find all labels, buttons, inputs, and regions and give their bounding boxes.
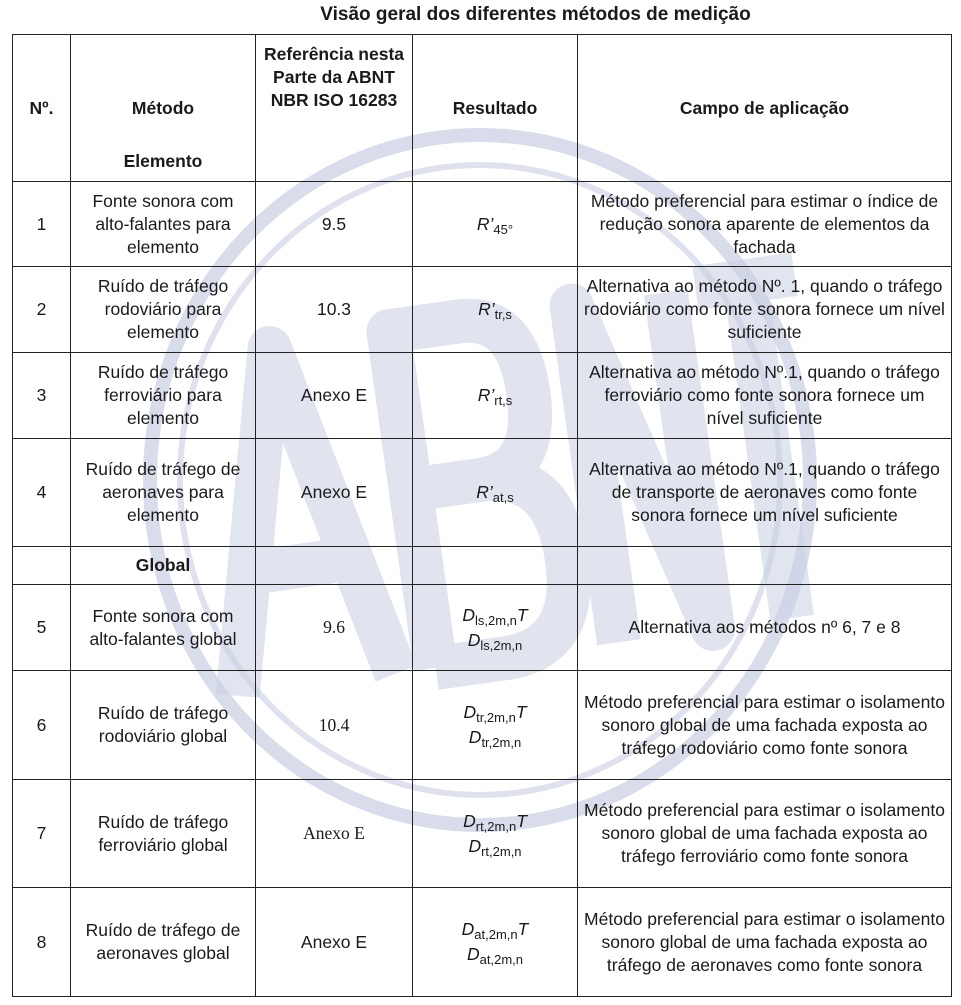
result-formula: Dat,2m,n — [467, 944, 523, 967]
cell-result: R’at,s — [412, 438, 578, 547]
result-formula: Dat,2m,nT — [461, 919, 529, 942]
header-result: Resultado — [412, 34, 578, 182]
cell-field: Alternativa ao método Nº. 1, quando o tr… — [577, 266, 952, 353]
cell-field: Método preferencial para estimar o índic… — [577, 181, 952, 267]
cell-num: 5 — [12, 584, 71, 671]
cell-result: Dat,2m,nT Dat,2m,n — [412, 887, 578, 997]
cell-method: Ruído de tráfego ferroviário global — [70, 779, 256, 888]
table-row: 6 Ruído de tráfego rodoviário global 10.… — [12, 670, 952, 780]
cell-result: R’rt,s — [412, 352, 578, 439]
section-row-global: Global — [12, 546, 952, 585]
cell-field: Método preferencial para estimar o isola… — [577, 670, 952, 780]
cell-method: Ruído de tráfego rodoviário para element… — [70, 266, 256, 353]
result-formula: R’tr,s — [478, 299, 512, 322]
cell-num: 4 — [12, 438, 71, 547]
cell-method: Ruído de tráfego rodoviário global — [70, 670, 256, 780]
cell-reference: 10.4 — [255, 670, 413, 780]
cell-num: 2 — [12, 266, 71, 353]
result-formula: R’at,s — [476, 482, 514, 505]
cell-reference: Anexo E — [255, 438, 413, 547]
cell-num: 8 — [12, 887, 71, 997]
result-formula: Dls,2m,nT — [462, 604, 528, 628]
cell-result: Dtr,2m,nT Dtr,2m,n — [412, 670, 578, 780]
cell-method: Ruído de tráfego ferroviário para elemen… — [70, 352, 256, 439]
table-row: 7 Ruído de tráfego ferroviário global An… — [12, 779, 952, 888]
cell-field: Método preferencial para estimar o isola… — [577, 779, 952, 888]
cell-method: Fonte sonora com alto-falantes global — [70, 584, 256, 671]
table-row: 3 Ruído de tráfego ferroviário para elem… — [12, 352, 952, 439]
cell-field: Alternativa ao método Nº.1, quando o trá… — [577, 438, 952, 547]
methods-table: Nº. Método Elemento Referência nesta Par… — [12, 34, 952, 997]
table-row: 5 Fonte sonora com alto-falantes global … — [12, 584, 952, 671]
cell-result: Dls,2m,nT Dls,2m,n — [412, 584, 578, 671]
cell-result: R’tr,s — [412, 266, 578, 353]
table-title: Visão geral dos diferentes métodos de me… — [320, 4, 751, 25]
cell-method: Fonte sonora com alto-falantes para elem… — [70, 181, 256, 267]
cell-reference: 9.5 — [255, 181, 413, 267]
table-row: 2 Ruído de tráfego rodoviário para eleme… — [12, 266, 952, 353]
cell-num: 1 — [12, 181, 71, 267]
table-row: 4 Ruído de tráfego de aeronaves para ele… — [12, 438, 952, 547]
cell-field: Alternativa aos métodos nº 6, 7 e 8 — [577, 584, 952, 671]
cell-num: 7 — [12, 779, 71, 888]
result-formula: R’rt,s — [477, 385, 513, 408]
header-reference: Referência nesta Parte da ABNT NBR ISO 1… — [255, 34, 413, 182]
result-formula: Dls,2m,n — [467, 629, 523, 653]
cell-field: Alternativa ao método Nº.1, quando o trá… — [577, 352, 952, 439]
result-formula: Dtr,2m,nT — [463, 702, 527, 725]
cell-reference: Anexo E — [255, 779, 413, 888]
header-method: Método Elemento — [70, 34, 256, 182]
cell-reference: Anexo E — [255, 887, 413, 997]
cell-field: Método preferencial para estimar o isola… — [577, 887, 952, 997]
cell-num: 3 — [12, 352, 71, 439]
cell-reference: 10.3 — [255, 266, 413, 353]
cell-result: R’45° — [412, 181, 578, 267]
result-formula: Drt,2m,nT — [463, 810, 527, 834]
cell-method: Ruído de tráfego de aeronaves para eleme… — [70, 438, 256, 547]
result-formula: Dtr,2m,n — [468, 727, 522, 750]
cell-num: 6 — [12, 670, 71, 780]
cell-reference: Anexo E — [255, 352, 413, 439]
section-global: Global — [70, 546, 256, 585]
cell-result: Drt,2m,nT Drt,2m,n — [412, 779, 578, 888]
header-method-label: Método — [131, 97, 195, 118]
table-row: 1 Fonte sonora com alto-falantes para el… — [12, 181, 952, 267]
table-row: 8 Ruído de tráfego de aeronaves global A… — [12, 887, 952, 997]
header-field: Campo de aplicação — [577, 34, 952, 182]
header-num: Nº. — [12, 34, 71, 182]
section-element: Elemento — [123, 151, 203, 171]
result-formula: Drt,2m,n — [468, 835, 522, 859]
cell-reference: 9.6 — [255, 584, 413, 671]
result-formula: R’45° — [476, 213, 514, 237]
cell-method: Ruído de tráfego de aeronaves global — [70, 887, 256, 997]
